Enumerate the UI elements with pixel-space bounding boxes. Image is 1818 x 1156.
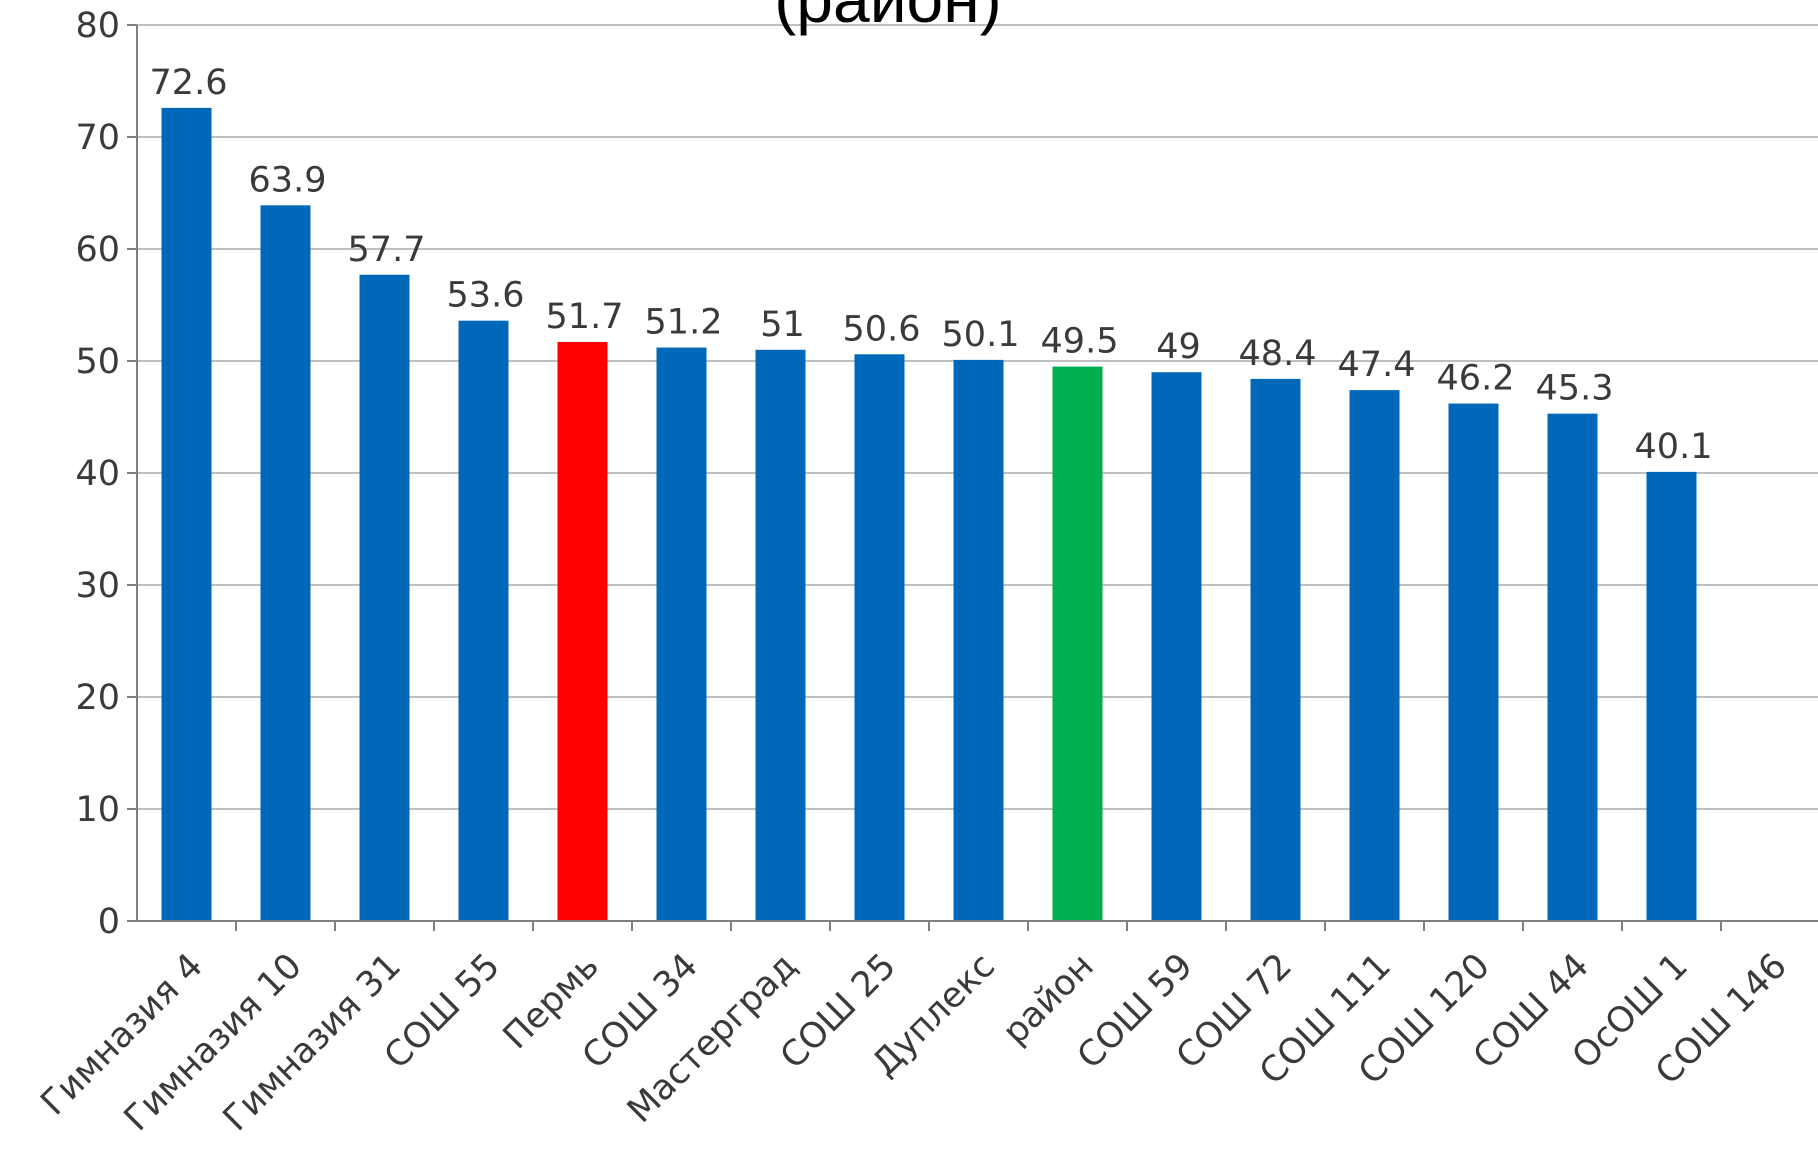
data-label: 48.4	[1239, 334, 1317, 374]
bar	[953, 359, 1004, 921]
data-label: 47.4	[1338, 345, 1416, 385]
y-tick-label: 10	[75, 790, 120, 830]
data-label: 51	[760, 305, 805, 345]
data-label: 51.2	[645, 303, 723, 343]
bar	[359, 274, 410, 921]
y-tick-label: 50	[75, 342, 120, 382]
chart-title: (район)	[774, 0, 1001, 36]
bar	[1646, 471, 1697, 921]
x-tick-label: Гимназия 31	[216, 946, 409, 1139]
bar	[1547, 413, 1598, 921]
y-tick-label: 30	[75, 566, 120, 606]
y-tick-label: 40	[75, 454, 120, 494]
data-label: 40.1	[1635, 427, 1713, 467]
y-tick-label: 70	[75, 118, 120, 158]
data-label: 50.1	[942, 315, 1020, 355]
x-tick-label: Гимназия 10	[117, 946, 310, 1139]
bar	[260, 205, 311, 921]
bar	[755, 349, 806, 921]
bar	[656, 347, 707, 921]
data-label: 50.6	[843, 309, 921, 349]
bar	[1052, 366, 1103, 922]
bar	[458, 320, 509, 921]
x-tick-label: Мастерград	[620, 946, 805, 1131]
data-label: 53.6	[447, 276, 525, 316]
y-tick-label: 60	[75, 230, 120, 270]
axes	[127, 24, 1818, 931]
data-label: 46.2	[1437, 359, 1515, 399]
data-label: 49.5	[1041, 322, 1119, 362]
bar	[161, 107, 212, 921]
data-label: 49	[1156, 327, 1201, 367]
data-labels: 72.6 63.9 57.7 53.6 51.7 51.2 51 50.6 50.1 49.5 49…	[150, 63, 1713, 467]
bar	[854, 354, 905, 921]
y-tick-labels: 0 10 20 30 40 50 60 70 80	[75, 6, 120, 942]
bar	[557, 341, 608, 922]
bars	[161, 107, 1697, 922]
data-label: 63.9	[249, 160, 327, 200]
y-tick-label: 80	[75, 6, 120, 46]
bar	[1349, 390, 1400, 921]
data-label: 45.3	[1536, 369, 1614, 409]
data-label: 72.6	[150, 63, 228, 103]
y-tick-label: 0	[98, 902, 120, 942]
bar	[1151, 372, 1202, 921]
data-label: 51.7	[546, 297, 624, 337]
y-tick-label: 20	[75, 678, 120, 718]
bar	[1250, 378, 1301, 921]
bar	[1448, 403, 1499, 921]
data-label: 57.7	[348, 230, 426, 270]
